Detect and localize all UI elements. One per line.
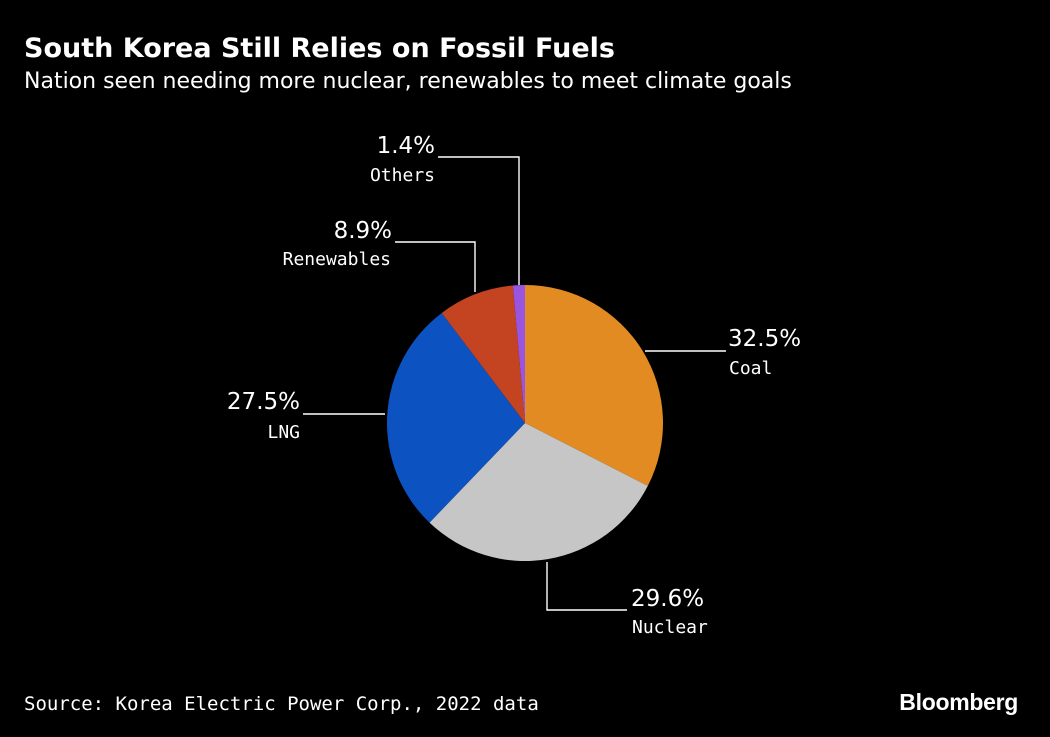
category-label-nuclear: Nuclear: [632, 617, 708, 638]
data-label-coal: 32.5%: [728, 326, 801, 352]
pie-slice-nuclear: [429, 423, 648, 562]
chart-title: South Korea Still Relies on Fossil Fuels: [24, 33, 615, 64]
leader-line-others: [438, 156, 520, 285]
category-label-coal: Coal: [729, 358, 772, 379]
pie-slice-others: [512, 284, 525, 423]
pie-slice-renewables: [441, 285, 525, 423]
data-label-lng: 27.5%: [227, 389, 300, 415]
category-label-others: Others: [370, 165, 435, 186]
source-note: Source: Korea Electric Power Corp., 2022…: [24, 693, 539, 715]
data-label-others: 1.4%: [377, 133, 435, 159]
chart-subtitle: Nation seen needing more nuclear, renewa…: [24, 69, 792, 94]
bloomberg-logo: Bloomberg: [899, 689, 1018, 715]
category-label-renewables: Renewables: [283, 249, 391, 270]
pie-slice-lng: [386, 312, 525, 523]
leader-line-renewables: [395, 241, 476, 292]
data-label-nuclear: 29.6%: [631, 586, 704, 612]
data-label-renewables: 8.9%: [334, 218, 392, 244]
category-label-lng: LNG: [267, 422, 300, 443]
pie-slice-coal: [525, 285, 663, 486]
leader-line-nuclear: [546, 562, 627, 611]
